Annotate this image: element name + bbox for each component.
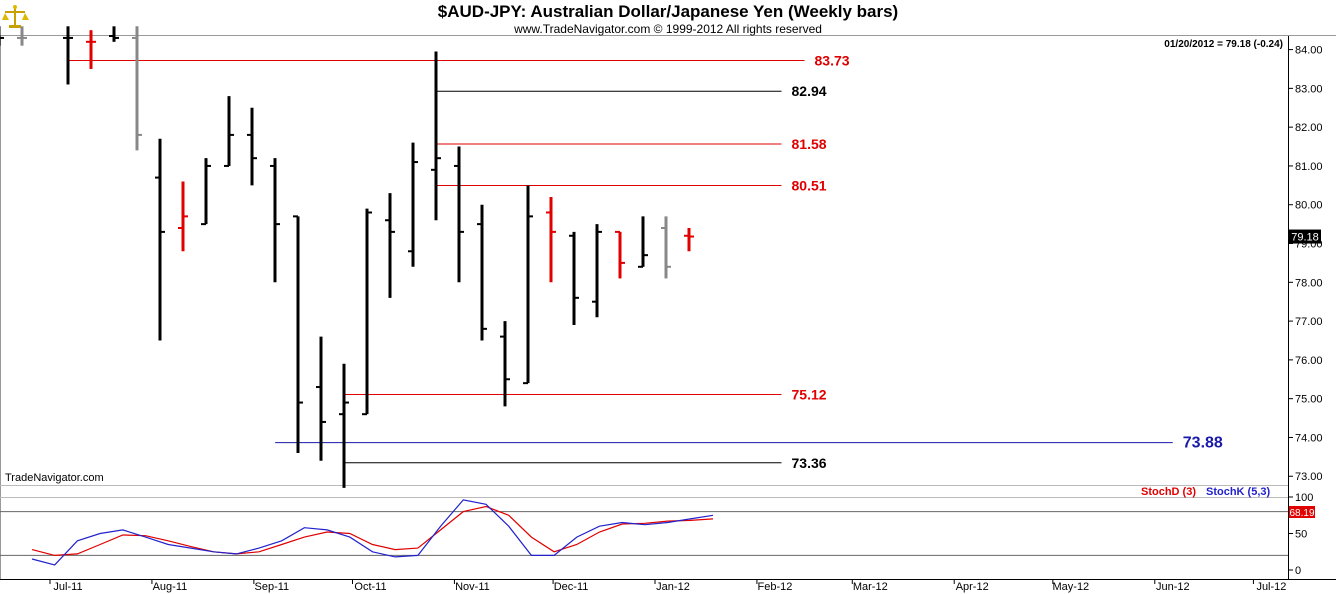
oscillator-tick-label: 50 [1295, 529, 1307, 541]
ohlc-bar [132, 26, 142, 151]
price-tick-label: 74.00 [1295, 432, 1323, 444]
ohlc-bar [592, 224, 602, 318]
time-tick-label: Dec-11 [554, 581, 589, 593]
ohlc-bar [408, 142, 418, 267]
last-price-tag: 79.18 [1289, 229, 1321, 244]
level-label: 73.36 [792, 455, 827, 471]
time-tick-label: Aug-11 [153, 581, 188, 593]
ohlc-bar [615, 230, 625, 279]
price-tick-label: 76.00 [1295, 355, 1323, 367]
ohlc-bar [224, 96, 234, 167]
ohlc-bar [477, 204, 487, 341]
stoch-k-line [31, 499, 714, 566]
time-tick-label: Jun-12 [1156, 581, 1190, 593]
stoch-last-tag: 68.19 [1289, 506, 1315, 519]
oscillator-tick-label: 100 [1295, 492, 1313, 504]
stoch-k-legend: StochK (5,3) [1206, 486, 1271, 498]
stoch-d-line [31, 505, 714, 557]
ohlc-bars [0, 26, 694, 488]
price-tick-label: 77.00 [1295, 316, 1323, 328]
ohlc-bar [316, 336, 326, 461]
level-label: 83.73 [815, 53, 850, 69]
scales-icon [2, 5, 29, 28]
price-tick-label: 80.00 [1295, 200, 1323, 212]
stoch-last-label: 68.19 [1289, 508, 1314, 519]
time-tick-label: Jul-11 [53, 581, 82, 593]
ohlc-bar [17, 26, 27, 46]
ohlc-bar [431, 51, 441, 221]
ohlc-bar [0, 26, 4, 46]
oscillator-tick-label: 0 [1295, 565, 1301, 577]
ohlc-bar [155, 138, 165, 341]
price-tick-label: 81.00 [1295, 161, 1323, 173]
level-lines: 83.73 82.94 81.58 80.51 75.12 73.88 73.36 [68, 53, 1223, 471]
level-label: 82.94 [792, 83, 827, 99]
time-tick-label: Apr-12 [956, 581, 989, 593]
ohlc-bar [638, 216, 648, 268]
level-label: 80.51 [792, 177, 827, 193]
ohlc-bar [454, 146, 464, 283]
time-tick-label: Oct-11 [354, 581, 386, 593]
price-tick-label: 73.00 [1295, 471, 1323, 483]
ohlc-bar [339, 363, 349, 488]
level-label: 75.12 [792, 387, 827, 403]
ohlc-bar [109, 26, 119, 42]
stochastic-panel: 100 50 0 [0, 492, 1313, 577]
price-tick-label: 83.00 [1295, 83, 1323, 95]
price-tick-label: 78.00 [1295, 277, 1323, 289]
time-tick-label: Sep-11 [255, 581, 290, 593]
time-axis: Jul-11 Aug-11 Sep-11 Oct-11 Nov-11 Dec-11 Jan-… [49, 579, 1286, 593]
ohlc-bar [523, 185, 533, 385]
ohlc-bar [86, 30, 96, 69]
copyright-text: www.TradeNavigator.com © 1999-2012 All r… [513, 22, 822, 36]
ohlc-bar [684, 228, 694, 252]
time-tick-label: Jul-12 [1256, 581, 1286, 593]
ohlc-bar [247, 107, 257, 186]
time-tick-label: May-12 [1053, 581, 1090, 593]
last-quote-text: 01/20/2012 = 79.18 (-0.24) [1164, 39, 1283, 50]
ohlc-bar [178, 181, 188, 252]
chart-title: $AUD-JPY: Australian Dollar/Japanese Yen… [438, 2, 898, 21]
ohlc-bar [63, 26, 73, 85]
time-tick-label: Mar-12 [853, 581, 888, 593]
price-tick-label: 82.00 [1295, 122, 1323, 134]
ohlc-bar [546, 196, 556, 283]
watermark-text: TradeNavigator.com [5, 472, 104, 484]
last-price-label: 79.18 [1291, 232, 1319, 244]
price-tick-label: 84.00 [1295, 45, 1323, 57]
ohlc-bar [293, 215, 303, 453]
ohlc-bar [270, 158, 280, 283]
ohlc-bar [500, 321, 510, 407]
level-label: 73.88 [1183, 435, 1223, 452]
price-tick-label: 75.00 [1295, 394, 1323, 406]
ohlc-bar [201, 158, 211, 226]
ohlc-bar [661, 216, 671, 279]
ohlc-bar [385, 193, 395, 298]
time-tick-label: Nov-11 [455, 581, 490, 593]
time-tick-label: Jan-12 [656, 581, 690, 593]
level-label: 81.58 [792, 136, 827, 152]
price-axis: 84.0083.0082.0081.0080.0079.0078.0077.00… [1288, 45, 1323, 483]
time-tick-label: Feb-12 [757, 581, 792, 593]
ohlc-bar [362, 208, 372, 416]
stoch-d-legend: StochD (3) [1141, 486, 1196, 498]
ohlc-bar [569, 231, 579, 325]
